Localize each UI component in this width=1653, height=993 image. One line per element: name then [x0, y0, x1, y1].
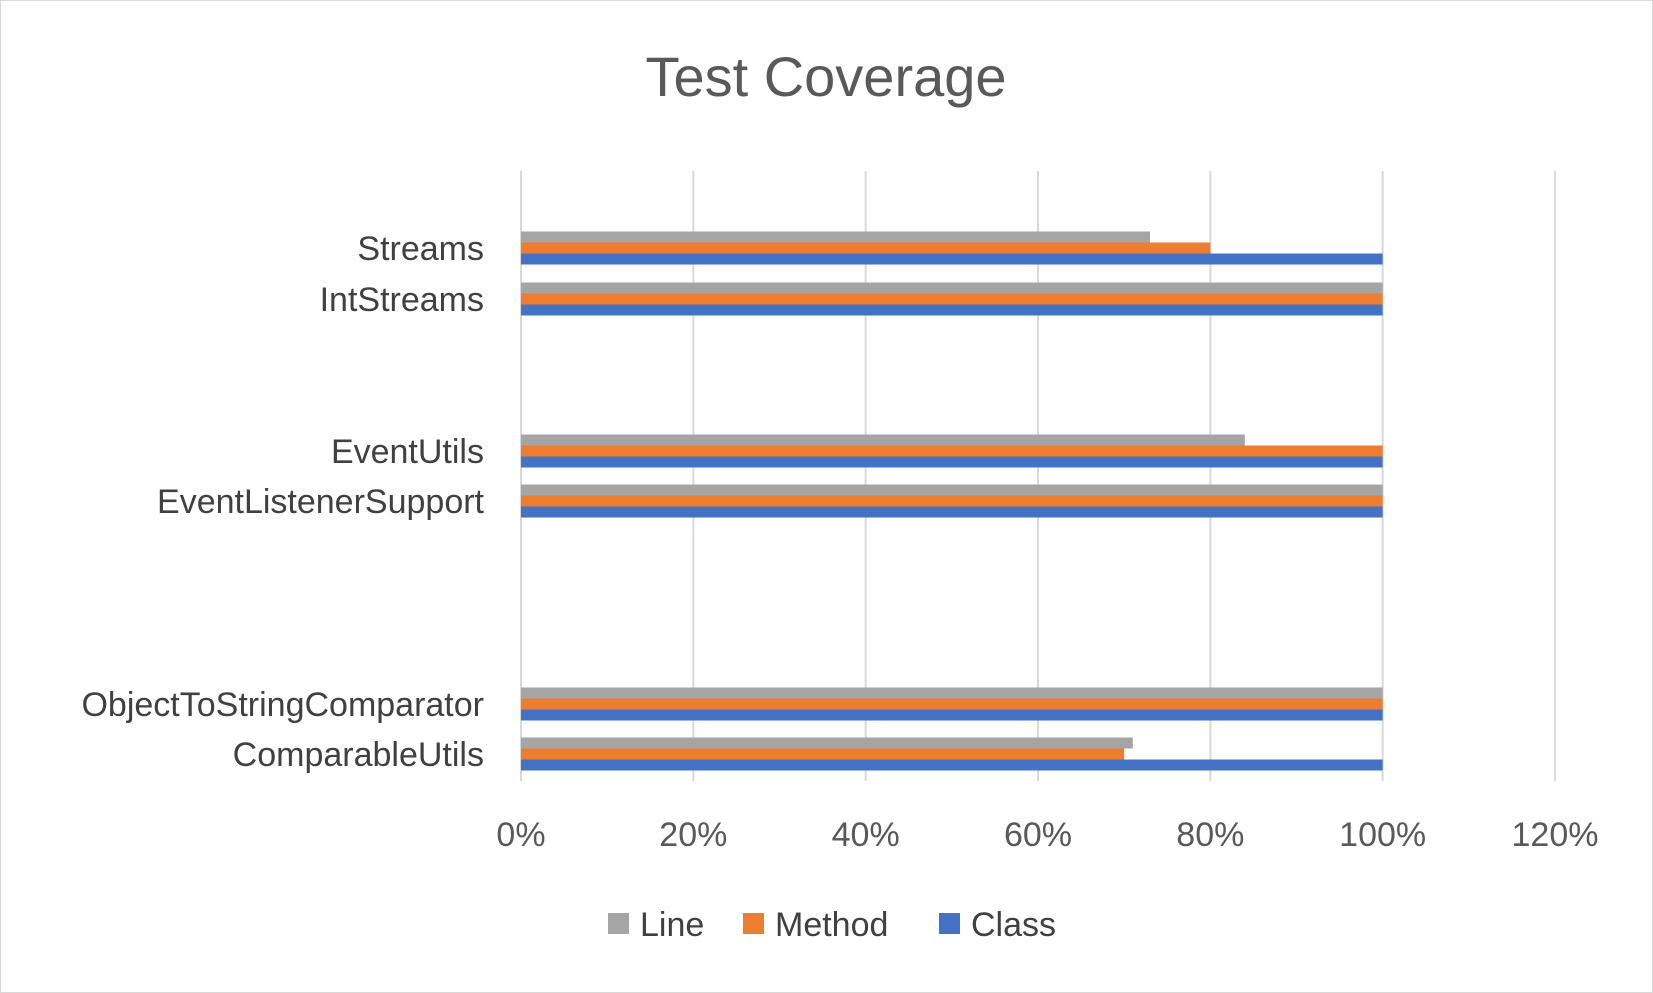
- bar-class: [521, 456, 1383, 468]
- bar-method: [521, 293, 1383, 305]
- bar-class: [521, 709, 1383, 721]
- category-labels: Streams IntStreams EventUtils EventListener…: [81, 230, 484, 774]
- category-label: ObjectToStringComparator: [81, 686, 484, 724]
- x-tick-label: 80%: [1176, 816, 1244, 854]
- bar-method: [521, 748, 1125, 760]
- legend-swatch-line: [608, 913, 629, 934]
- x-tick-label: 100%: [1339, 816, 1426, 854]
- bar-method: [521, 698, 1383, 710]
- bar-method: [521, 242, 1211, 254]
- category-label: EventListenerSupport: [157, 483, 485, 521]
- legend-label-class: Class: [971, 906, 1056, 944]
- x-tick-label: 60%: [1004, 816, 1072, 854]
- bar-line: [521, 231, 1151, 243]
- gridlines: [520, 171, 1556, 781]
- bar-line: [521, 282, 1383, 294]
- bar-method: [521, 495, 1383, 507]
- bar-method: [521, 445, 1383, 457]
- legend: Line Method Class: [608, 906, 1056, 944]
- bar-line: [521, 737, 1133, 749]
- x-tick-label: 120%: [1512, 816, 1599, 854]
- chart-title: Test Coverage: [645, 45, 1006, 108]
- bar-class: [521, 506, 1383, 518]
- legend-swatch-method: [743, 913, 764, 934]
- x-tick-label: 40%: [832, 816, 900, 854]
- bar-line: [521, 687, 1383, 699]
- bar-class: [521, 253, 1383, 265]
- category-label: EventUtils: [331, 433, 484, 471]
- legend-label-line: Line: [640, 906, 704, 944]
- x-tick-labels: 0% 20% 40% 60% 80% 100% 120%: [496, 816, 1598, 854]
- bar-line: [521, 434, 1245, 446]
- category-label: ComparableUtils: [233, 736, 484, 774]
- category-label: Streams: [357, 230, 484, 268]
- x-tick-label: 20%: [659, 816, 727, 854]
- bar-class: [521, 759, 1383, 771]
- bars: [521, 231, 1383, 771]
- x-tick-label: 0%: [496, 816, 545, 854]
- bar-line: [521, 484, 1383, 496]
- legend-label-method: Method: [775, 906, 888, 944]
- bar-class: [521, 304, 1383, 316]
- category-label: IntStreams: [320, 281, 484, 319]
- legend-swatch-class: [939, 913, 960, 934]
